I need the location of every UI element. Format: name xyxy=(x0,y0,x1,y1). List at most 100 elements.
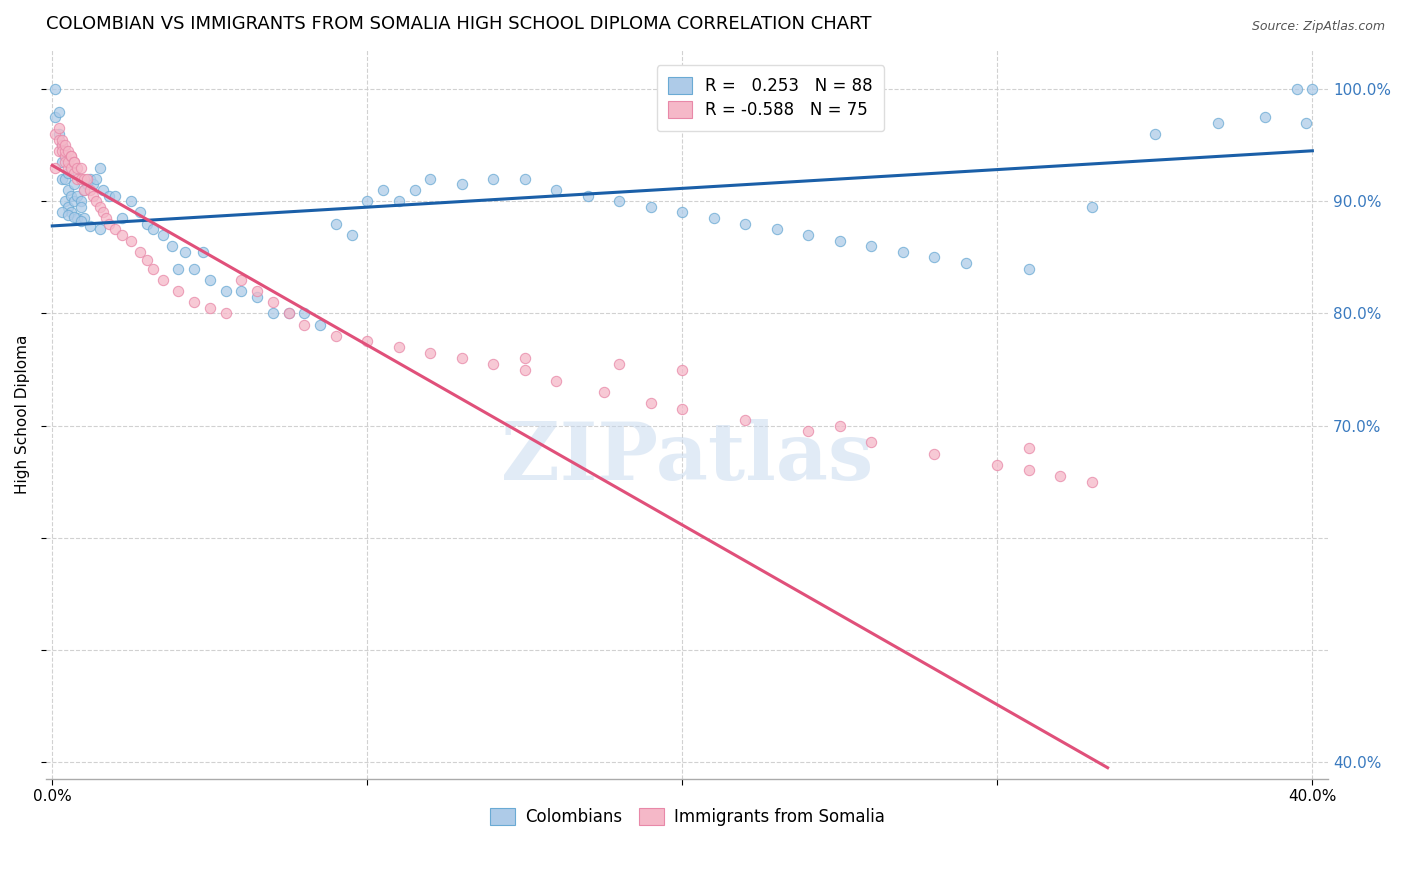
Point xyxy=(44,110,66,124)
Point xyxy=(277,306,299,320)
Point xyxy=(482,357,505,371)
Point xyxy=(76,171,98,186)
Point xyxy=(955,256,977,270)
Point xyxy=(51,205,73,219)
Text: ZIPatlas: ZIPatlas xyxy=(501,419,873,497)
Point xyxy=(142,222,165,236)
Point xyxy=(1285,82,1308,96)
Point xyxy=(246,290,269,304)
Point xyxy=(51,138,73,153)
Point xyxy=(1049,469,1071,483)
Point xyxy=(986,458,1008,472)
Point xyxy=(89,161,111,175)
Point xyxy=(66,171,89,186)
Point xyxy=(340,227,363,242)
Point xyxy=(231,284,253,298)
Point xyxy=(60,149,83,163)
Point xyxy=(69,194,91,209)
Point xyxy=(142,261,165,276)
Point xyxy=(1018,261,1040,276)
Point xyxy=(53,155,76,169)
Point xyxy=(48,144,70,158)
Point xyxy=(120,194,142,209)
Point xyxy=(79,183,101,197)
Point xyxy=(860,435,883,450)
Point xyxy=(1301,82,1323,96)
Y-axis label: High School Diploma: High School Diploma xyxy=(15,334,30,494)
Point xyxy=(79,171,101,186)
Point xyxy=(1018,441,1040,455)
Point xyxy=(292,306,315,320)
Point xyxy=(198,273,221,287)
Point xyxy=(129,205,152,219)
Point xyxy=(89,200,111,214)
Point xyxy=(371,183,394,197)
Point xyxy=(69,161,91,175)
Point xyxy=(44,161,66,175)
Point xyxy=(91,183,114,197)
Point xyxy=(53,194,76,209)
Point xyxy=(388,194,411,209)
Point xyxy=(73,211,96,225)
Point xyxy=(671,401,693,416)
Point xyxy=(76,178,98,192)
Point xyxy=(63,155,86,169)
Point xyxy=(640,200,662,214)
Point xyxy=(51,171,73,186)
Point xyxy=(513,351,536,366)
Point xyxy=(53,149,76,163)
Point xyxy=(246,284,269,298)
Point xyxy=(262,295,284,310)
Point xyxy=(160,239,183,253)
Point xyxy=(797,424,820,438)
Point xyxy=(51,144,73,158)
Point xyxy=(828,418,851,433)
Point xyxy=(419,345,441,359)
Point xyxy=(671,205,693,219)
Point xyxy=(56,155,79,169)
Point xyxy=(214,284,236,298)
Point xyxy=(513,362,536,376)
Point xyxy=(86,171,108,186)
Point xyxy=(135,252,157,267)
Point xyxy=(56,208,79,222)
Point xyxy=(1254,110,1277,124)
Point xyxy=(167,284,190,298)
Point xyxy=(356,194,378,209)
Point xyxy=(48,104,70,119)
Point xyxy=(94,211,117,225)
Point xyxy=(53,144,76,158)
Point xyxy=(640,396,662,410)
Point xyxy=(73,171,96,186)
Point xyxy=(56,200,79,214)
Point xyxy=(198,301,221,315)
Point xyxy=(183,295,205,310)
Point xyxy=(63,178,86,192)
Point xyxy=(924,250,946,264)
Point xyxy=(60,188,83,202)
Point xyxy=(48,127,70,141)
Point xyxy=(766,222,789,236)
Point xyxy=(73,183,96,197)
Point xyxy=(450,351,472,366)
Point xyxy=(60,205,83,219)
Point xyxy=(129,244,152,259)
Point xyxy=(193,244,215,259)
Text: Source: ZipAtlas.com: Source: ZipAtlas.com xyxy=(1251,20,1385,33)
Point xyxy=(482,171,505,186)
Point xyxy=(86,194,108,209)
Point xyxy=(576,188,599,202)
Point xyxy=(356,334,378,349)
Point xyxy=(79,219,101,233)
Point xyxy=(671,362,693,376)
Point xyxy=(60,161,83,175)
Point xyxy=(214,306,236,320)
Point xyxy=(734,217,756,231)
Point xyxy=(56,144,79,158)
Point xyxy=(924,447,946,461)
Point xyxy=(860,239,883,253)
Point xyxy=(82,178,104,192)
Point xyxy=(183,261,205,276)
Point xyxy=(69,200,91,214)
Point xyxy=(797,227,820,242)
